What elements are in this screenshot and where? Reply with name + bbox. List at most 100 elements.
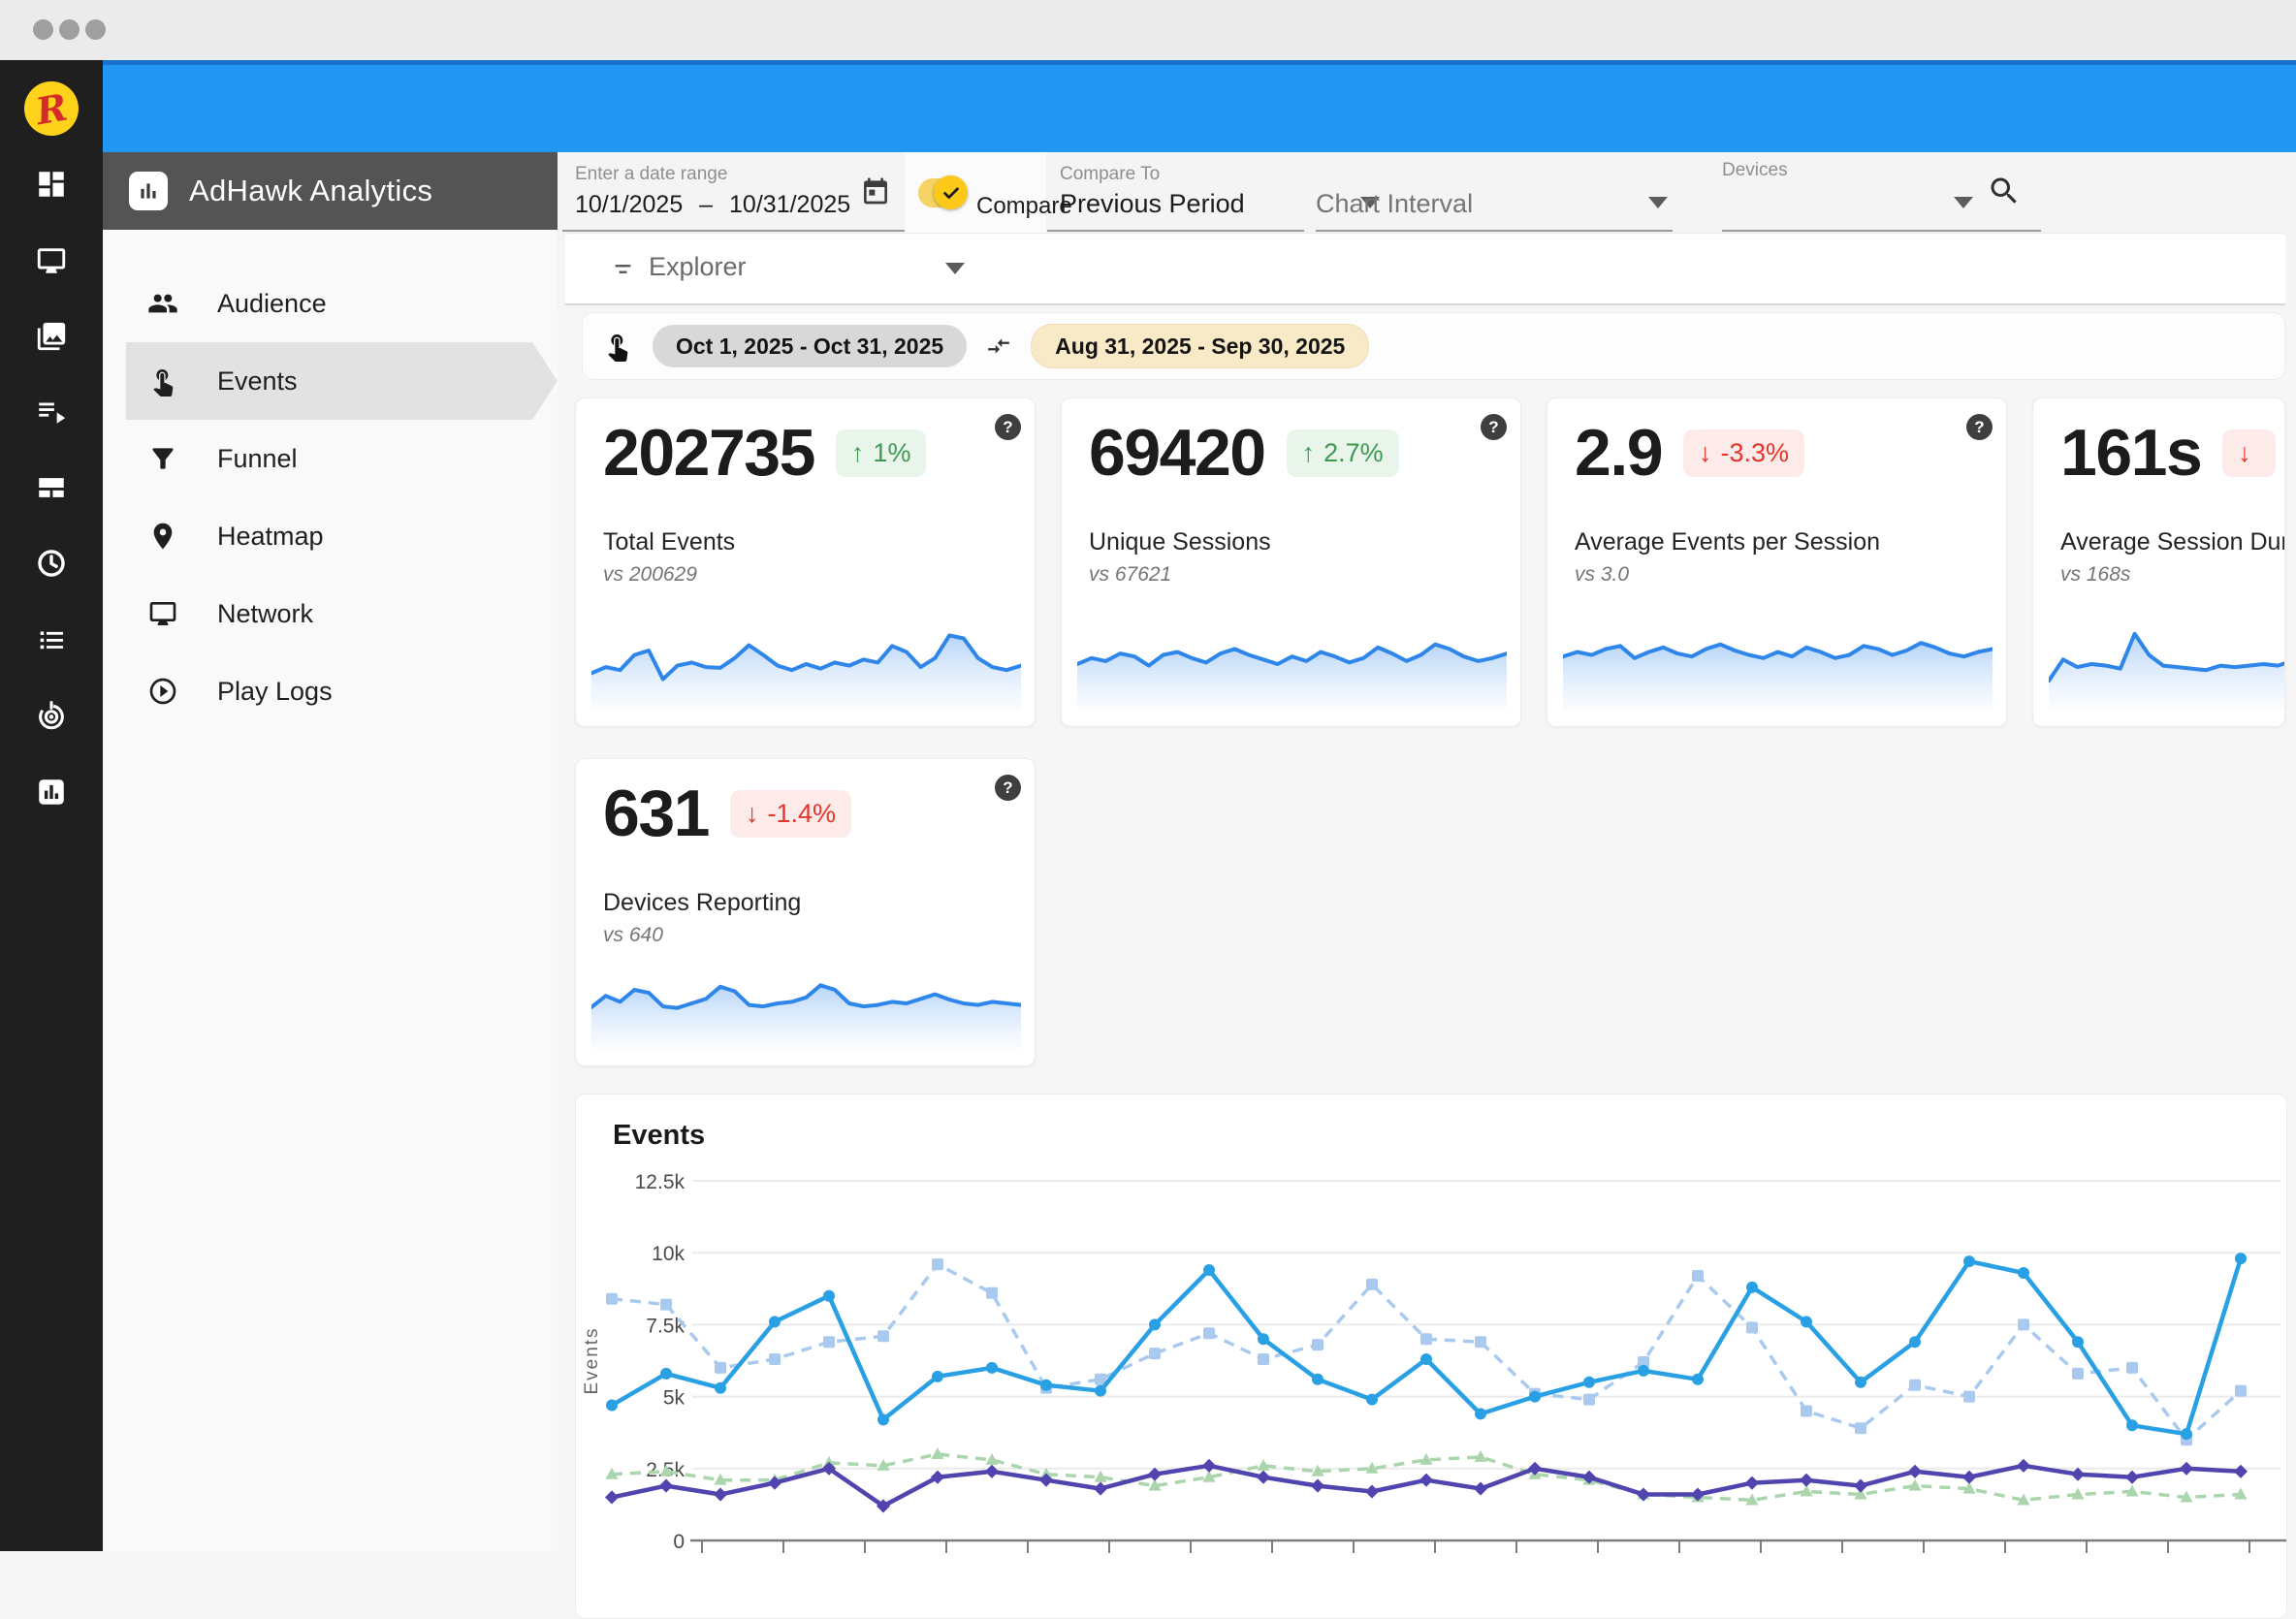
help-icon[interactable]: ?: [995, 775, 1021, 801]
svg-text:Events: Events: [582, 1326, 602, 1394]
filter-list-icon: [610, 256, 636, 287]
primary-range-chip[interactable]: Oct 1, 2025 - Oct 31, 2025: [653, 325, 968, 367]
sidebar-item-funnel[interactable]: Funnel: [126, 420, 558, 497]
chevron-down-icon: [1360, 197, 1380, 208]
secondary-range-chip[interactable]: Aug 31, 2025 - Sep 30, 2025: [1031, 324, 1370, 368]
funnel-icon: [152, 448, 174, 469]
calendar-icon: [864, 177, 887, 205]
sidebar-item-label: Audience: [217, 288, 327, 318]
explorer-bar[interactable]: Explorer: [565, 233, 2285, 305]
compare-arrows-icon: [986, 333, 1011, 359]
people-icon: [148, 294, 177, 313]
app-header: AdHawk Analytics: [103, 152, 558, 230]
kpi-label: Average Events per Session: [1575, 528, 1881, 556]
sidebar-item-events[interactable]: Events: [126, 342, 558, 420]
compare-to-label: Compare To: [1060, 164, 1161, 184]
arrow-down-icon: ↓: [745, 798, 759, 828]
kpi-value: 2.9: [1575, 416, 1664, 490]
kpi-delta-value: 1%: [873, 437, 911, 467]
arrow-up-icon: ↑: [1301, 437, 1316, 467]
kpi-value: 161s: [2060, 416, 2203, 490]
kpi-card-average-session-duration: 161s↓?Average Session Durationvs 168s: [2032, 397, 2285, 727]
search-icon: [1991, 177, 2017, 204]
app-logo[interactable]: R: [19, 77, 83, 141]
kpi-card-total-events: 202735 ↑ 1%? Total Events vs 200629: [575, 397, 1036, 727]
kpi-sparkline: [1561, 641, 1994, 710]
kpi-label: Devices Reporting: [603, 889, 802, 916]
kpi-delta-badge: ↓ -1.4%: [729, 789, 852, 838]
chart-series-1: [606, 1258, 2247, 1446]
rail-playlist-button[interactable]: [35, 395, 68, 428]
rail-photo-library-button[interactable]: [35, 320, 68, 353]
kpi-card-devices-reporting: 631 ↓ -1.4%? Devices Reporting vs 640: [575, 758, 1036, 1066]
touch-target-icon: [39, 700, 64, 730]
kpi-delta-badge: ↓ -3.3%: [1683, 429, 1805, 477]
pin-icon: [153, 523, 173, 550]
rail-dashboard-button[interactable]: [35, 168, 68, 201]
compare-to-underline: [1047, 230, 1304, 232]
search-icon[interactable]: [1987, 174, 2022, 213]
photo-library-icon: [37, 322, 66, 351]
comparison-bar: Oct 1, 2025 - Oct 31, 2025 Aug 31, 2025 …: [582, 312, 2285, 380]
rail-list-button[interactable]: [35, 623, 68, 656]
rail-table-layout-button[interactable]: [35, 471, 68, 504]
kpi-sparkline: [590, 633, 1023, 710]
rail-clock-button[interactable]: [35, 547, 68, 580]
monitor-icon: [37, 248, 66, 273]
help-icon[interactable]: ?: [995, 414, 1021, 440]
kpi-value: 69420: [1089, 416, 1266, 490]
kpi-delta-badge: ↓: [2222, 429, 2276, 477]
kpi-value: 631: [603, 777, 710, 850]
svg-text:5k: 5k: [663, 1387, 686, 1410]
help-icon[interactable]: ?: [1481, 414, 1507, 440]
bar-chart-icon: [39, 779, 64, 805]
chart-title: Events: [613, 1120, 706, 1151]
sidebar-nav: Audience Events Funnel Heatmap Network Play L…: [103, 230, 558, 1551]
kpi-delta-value: -3.3%: [1720, 437, 1790, 467]
table-layout-icon: [39, 478, 64, 497]
filter-2-icon: [615, 265, 631, 273]
kpi-card-average-events-per-session: 2.9 ↓ -3.3%? Average Events per Session vs 3…: [1547, 397, 2007, 727]
kpi-sparkline: [1075, 642, 1509, 710]
sidebar-item-heatmap[interactable]: Heatmap: [126, 497, 558, 575]
sidebar-item-label: Network: [217, 598, 314, 628]
rail-bar-chart-button[interactable]: [35, 776, 68, 809]
window-control-dot[interactable]: [33, 19, 53, 40]
chevron-down-icon: [1648, 197, 1668, 208]
kpi-sparkline: [2047, 631, 2284, 710]
svg-text:12.5k: 12.5k: [635, 1171, 686, 1193]
chart-series-0: [606, 1253, 2247, 1441]
clock-icon: [38, 550, 65, 577]
chevron-down-icon: [945, 263, 965, 274]
rail-touch-target-button[interactable]: [35, 699, 68, 732]
top-accent-bar: [103, 60, 2296, 152]
compare-toggle[interactable]: [918, 175, 968, 209]
sidebar-item-network[interactable]: Network: [126, 575, 558, 652]
touch-icon: [602, 331, 633, 362]
svg-text:0: 0: [673, 1531, 685, 1553]
sidebar-item-play-logs[interactable]: Play Logs: [126, 652, 558, 730]
compare-to-select[interactable]: Previous Period: [1060, 189, 1245, 218]
window-titlebar: [0, 0, 2296, 60]
svg-text:7.5k: 7.5k: [646, 1315, 685, 1337]
date-range-label: Enter a date range: [575, 164, 728, 184]
arrow-down-icon: ↓: [1699, 437, 1712, 467]
monitor-icon: [149, 602, 176, 625]
chart-interval-select[interactable]: Chart Interval: [1316, 189, 1474, 218]
calendar-button[interactable]: [860, 175, 891, 211]
date-range-input[interactable]: 10/1/2025 – 10/31/2025: [575, 191, 851, 218]
sidebar-item-label: Funnel: [217, 443, 298, 473]
kpi-versus: vs 168s: [2060, 563, 2131, 586]
sidebar-item-audience[interactable]: Audience: [126, 265, 558, 342]
analytics-chip: [129, 172, 168, 210]
app-rail: R: [0, 60, 103, 1551]
kpi-delta-value: -1.4%: [767, 798, 837, 828]
help-icon[interactable]: ?: [1966, 414, 1993, 440]
touch-icon: [147, 365, 178, 397]
window-control-dot[interactable]: [59, 19, 80, 40]
rail-monitor-button[interactable]: [35, 244, 68, 277]
window-control-dot[interactable]: [85, 19, 106, 40]
explorer-select[interactable]: Explorer: [649, 252, 747, 281]
playlist-icon: [39, 402, 66, 424]
